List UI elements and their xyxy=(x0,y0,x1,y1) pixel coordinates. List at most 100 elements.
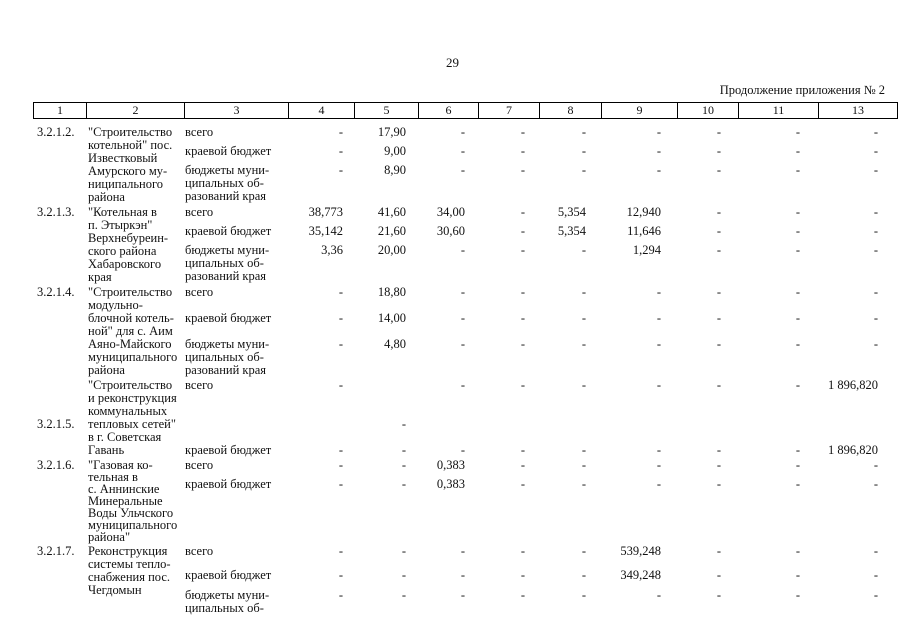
table-row: краевой бюджет 35,142 21,60 30,60 - 5,354 11,6… xyxy=(182,225,885,238)
table-row-group: 3.2.1.3. "Котельная в п. Этыркэн" Верхнеб… xyxy=(33,206,885,284)
table-row: всего - - - - - - - 1 896,820 xyxy=(182,379,885,392)
value-cell: 8,90 xyxy=(384,163,406,177)
item-rows: всего - 17,90 - - - - - - - краевой бюджет - 9,00 - - -… xyxy=(182,126,885,203)
value-cell: - xyxy=(581,477,586,491)
value-cell: - xyxy=(338,163,343,177)
value-cell: - xyxy=(716,378,721,392)
value-cell: - xyxy=(795,337,800,351)
value-cell: - xyxy=(520,311,525,325)
item-number: 3.2.1.5. xyxy=(37,417,75,431)
value-cell: - xyxy=(520,378,525,392)
item-rows: всего - - - - - - - 1 896,820 - краевой бюджет - - - -… xyxy=(182,379,885,457)
header-col: 5 xyxy=(354,102,419,119)
item-name: "Строительство модульно- блочной котель-… xyxy=(88,285,178,377)
value-cell: - xyxy=(401,443,406,457)
value-cell: - xyxy=(460,144,465,158)
value-cell: - xyxy=(873,337,878,351)
header-col: 4 xyxy=(288,102,355,119)
budget-type-label: всего xyxy=(185,125,214,139)
value-cell: - xyxy=(795,224,800,238)
value-cell: - xyxy=(873,588,878,602)
value-cell: - xyxy=(338,311,343,325)
value-cell: - xyxy=(581,125,586,139)
table-row: всего - - 0,383 - - - - - - xyxy=(182,459,885,472)
value-cell: - xyxy=(656,163,661,177)
budget-type-label: бюджеты муни- ципальных об- xyxy=(185,588,270,615)
value-cell: 5,354 xyxy=(557,224,586,238)
value-cell: - xyxy=(460,125,465,139)
value-cell: - xyxy=(716,568,721,582)
budget-type-label: всего xyxy=(185,544,214,558)
item-number: 3.2.1.2. xyxy=(37,125,75,139)
value-cell: 34,00 xyxy=(436,205,465,219)
table-row: бюджеты муни- ципальных об- - - - - - - - - - xyxy=(182,589,885,615)
value-cell: - xyxy=(460,337,465,351)
value-cell: - xyxy=(873,163,878,177)
item-number: 3.2.1.4. xyxy=(37,285,75,299)
value-cell: - xyxy=(716,443,721,457)
value-cell: 12,940 xyxy=(626,205,661,219)
column-header-row: 1 2 3 4 5 6 7 8 9 10 11 13 xyxy=(33,102,898,119)
value-cell: - xyxy=(581,311,586,325)
value-cell: - xyxy=(581,458,586,472)
value-cell: - xyxy=(716,337,721,351)
value-cell: - xyxy=(873,285,878,299)
header-col: 11 xyxy=(738,102,819,119)
value-cell: 1,294 xyxy=(632,243,661,257)
header-col: 9 xyxy=(601,102,678,119)
value-cell: - xyxy=(795,144,800,158)
value-cell: - xyxy=(338,477,343,491)
value-cell: - xyxy=(338,337,343,351)
value-cell: - xyxy=(716,224,721,238)
value-cell: - xyxy=(873,243,878,257)
item-number: 3.2.1.7. xyxy=(37,544,75,558)
value-cell: - xyxy=(401,458,406,472)
value-cell: - xyxy=(460,285,465,299)
budget-type-label: всего xyxy=(185,285,214,299)
value-cell: - xyxy=(460,378,465,392)
value-cell: 3,36 xyxy=(321,243,343,257)
budget-type-label: краевой бюджет xyxy=(185,144,272,158)
table-row-group: 3.2.1.2. "Строительство котельной" пос. И… xyxy=(33,126,885,204)
item-rows: всего 38,773 41,60 34,00-5,354 12,940- - - крае… xyxy=(182,206,885,283)
value-cell: - xyxy=(656,588,661,602)
column-number-header: 1 2 3 4 5 6 7 8 9 10 11 13 xyxy=(33,102,898,119)
value-cell: - xyxy=(520,163,525,177)
header-col: 7 xyxy=(478,102,540,119)
value-cell: - xyxy=(520,205,525,219)
budget-type-label: краевой бюджет xyxy=(185,443,272,457)
value-cell: - xyxy=(581,443,586,457)
value-cell: - xyxy=(656,125,661,139)
value-cell: - xyxy=(873,458,878,472)
value-cell: - xyxy=(716,163,721,177)
value-cell: - xyxy=(873,125,878,139)
value-cell: - xyxy=(795,205,800,219)
value-cell: - xyxy=(460,544,465,558)
value-cell: 9,00 xyxy=(384,144,406,158)
value-cell: - xyxy=(338,458,343,472)
value-cell: - xyxy=(581,163,586,177)
item-name: "Газовая ко- тельная в с. Аннинские Мине… xyxy=(88,458,178,544)
value-cell: 41,60 xyxy=(377,205,406,219)
value-cell: - xyxy=(656,443,661,457)
value-cell: - xyxy=(656,477,661,491)
value-cell: - xyxy=(656,144,661,158)
item-number: 3.2.1.6. xyxy=(37,458,75,472)
value-cell: 35,142 xyxy=(308,224,343,238)
budget-type-label: всего xyxy=(185,458,214,472)
value-cell: 30,60 xyxy=(436,224,465,238)
header-col: 3 xyxy=(184,102,289,119)
value-cell: - xyxy=(338,285,343,299)
value-cell: - xyxy=(656,337,661,351)
item-number: 3.2.1.3. xyxy=(37,205,75,219)
value-cell: - xyxy=(520,337,525,351)
header-col: 2 xyxy=(86,102,185,119)
value-cell: - xyxy=(520,477,525,491)
value-cell: - xyxy=(716,311,721,325)
table-row: краевой бюджет - - - - - 349,248 - - - xyxy=(182,569,885,582)
value-cell: - xyxy=(716,144,721,158)
value-cell: - xyxy=(460,568,465,582)
table-body: 3.2.1.2. "Строительство котельной" пос. И… xyxy=(33,126,885,615)
header-col: 6 xyxy=(418,102,479,119)
value-cell: - xyxy=(520,125,525,139)
